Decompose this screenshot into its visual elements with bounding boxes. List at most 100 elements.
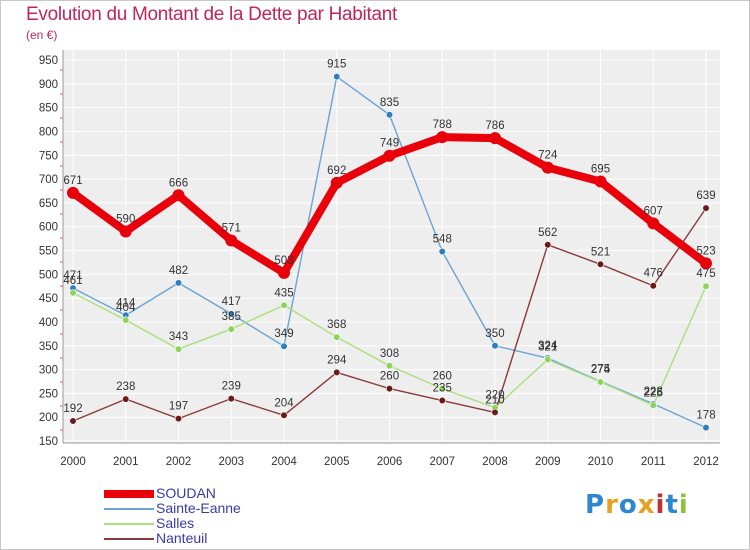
logo-letter: P	[585, 490, 606, 520]
x-tick-label: 2000	[60, 456, 86, 468]
data-label: 562	[538, 227, 557, 239]
data-label: 235	[433, 383, 452, 395]
data-point	[544, 241, 552, 249]
data-label: 192	[63, 403, 82, 415]
data-point	[702, 282, 710, 290]
x-tick-label: 2008	[482, 456, 508, 468]
data-point	[227, 395, 235, 403]
x-tick-label: 2001	[113, 456, 139, 468]
x-tick-label: 2006	[377, 456, 403, 468]
data-point	[174, 279, 183, 287]
y-tick-label: 500	[39, 269, 58, 281]
data-label: 275	[591, 363, 610, 375]
chart-title: Evolution du Montant de la Dette par Hab…	[26, 4, 397, 25]
data-label: 228	[644, 386, 663, 398]
data-label: 671	[63, 175, 82, 187]
y-tick-label: 600	[39, 222, 58, 234]
data-label: 210	[485, 394, 504, 406]
data-label: 204	[274, 397, 294, 409]
logo-letter: o	[618, 490, 638, 520]
y-tick-label: 250	[39, 388, 58, 400]
x-tick-label: 2005	[324, 456, 350, 468]
data-label: 238	[116, 381, 135, 393]
data-label: 666	[169, 177, 188, 189]
legend-swatch	[104, 538, 154, 540]
data-point	[280, 301, 288, 309]
data-point	[544, 355, 552, 364]
data-label: 414	[116, 297, 136, 309]
data-label: 475	[696, 268, 715, 280]
data-label: 461	[63, 275, 82, 287]
data-point	[594, 175, 607, 188]
data-label: 786	[485, 120, 504, 132]
data-label: 260	[433, 371, 452, 383]
logo-letter: i	[678, 490, 689, 520]
unit-label: (en €)	[26, 28, 58, 42]
data-point	[596, 260, 605, 268]
data-point	[280, 411, 288, 419]
data-label: 178	[696, 410, 715, 422]
y-tick-label: 650	[39, 198, 58, 210]
y-tick-label: 450	[39, 293, 58, 305]
x-tick-label: 2004	[271, 456, 297, 468]
data-point	[122, 395, 130, 403]
data-point	[119, 225, 132, 238]
data-point	[491, 342, 499, 350]
data-label: 197	[169, 401, 188, 413]
data-label: 695	[591, 163, 610, 175]
y-tick-label: 300	[39, 365, 58, 377]
x-tick-label: 2010	[588, 456, 614, 468]
logo-letter: x	[637, 490, 656, 520]
data-point	[596, 378, 605, 386]
data-label: 749	[380, 138, 399, 150]
logo-letter: t	[665, 490, 679, 520]
data-point	[700, 257, 712, 270]
data-point	[649, 282, 657, 290]
plot-area	[63, 50, 720, 443]
legend-label: Sainte-Eanne	[156, 500, 241, 516]
data-point	[67, 186, 79, 199]
data-label: 225	[644, 387, 663, 399]
data-label: 349	[274, 328, 293, 340]
x-tick-label: 2009	[535, 456, 561, 468]
data-label: 503	[274, 255, 293, 267]
data-point	[647, 217, 660, 230]
data-point	[489, 132, 501, 145]
data-point	[174, 415, 183, 423]
legend-swatch	[104, 523, 154, 525]
data-label: 835	[380, 97, 399, 109]
data-point	[225, 234, 238, 247]
data-label: 368	[327, 319, 346, 331]
data-label: 571	[222, 222, 241, 234]
data-point	[385, 385, 394, 393]
x-tick-label: 2002	[166, 456, 192, 468]
data-point	[278, 266, 290, 279]
data-label: 590	[116, 213, 135, 225]
data-label: 639	[696, 190, 715, 202]
data-point	[172, 189, 185, 202]
data-label: 692	[327, 165, 346, 177]
data-label: 476	[644, 268, 663, 280]
data-point	[541, 161, 554, 174]
data-point	[333, 333, 341, 341]
data-point	[69, 417, 77, 425]
data-label: 404	[116, 302, 136, 314]
data-label: 482	[169, 265, 188, 277]
data-label: 343	[169, 331, 188, 343]
y-tick-label: 950	[39, 55, 58, 67]
data-point	[436, 131, 449, 144]
x-tick-label: 2003	[218, 456, 244, 468]
data-label: 523	[696, 245, 715, 257]
data-point	[383, 149, 396, 162]
data-point	[385, 362, 394, 370]
legend-label: SOUDAN	[156, 485, 216, 501]
y-tick-label: 850	[39, 103, 58, 115]
x-tick-label: 2012	[693, 456, 719, 468]
data-point	[438, 396, 446, 405]
data-label: 724	[538, 150, 558, 162]
data-point	[702, 204, 710, 212]
data-label: 350	[485, 328, 504, 340]
y-tick-label: 750	[39, 150, 58, 162]
data-label: 435	[274, 287, 293, 299]
